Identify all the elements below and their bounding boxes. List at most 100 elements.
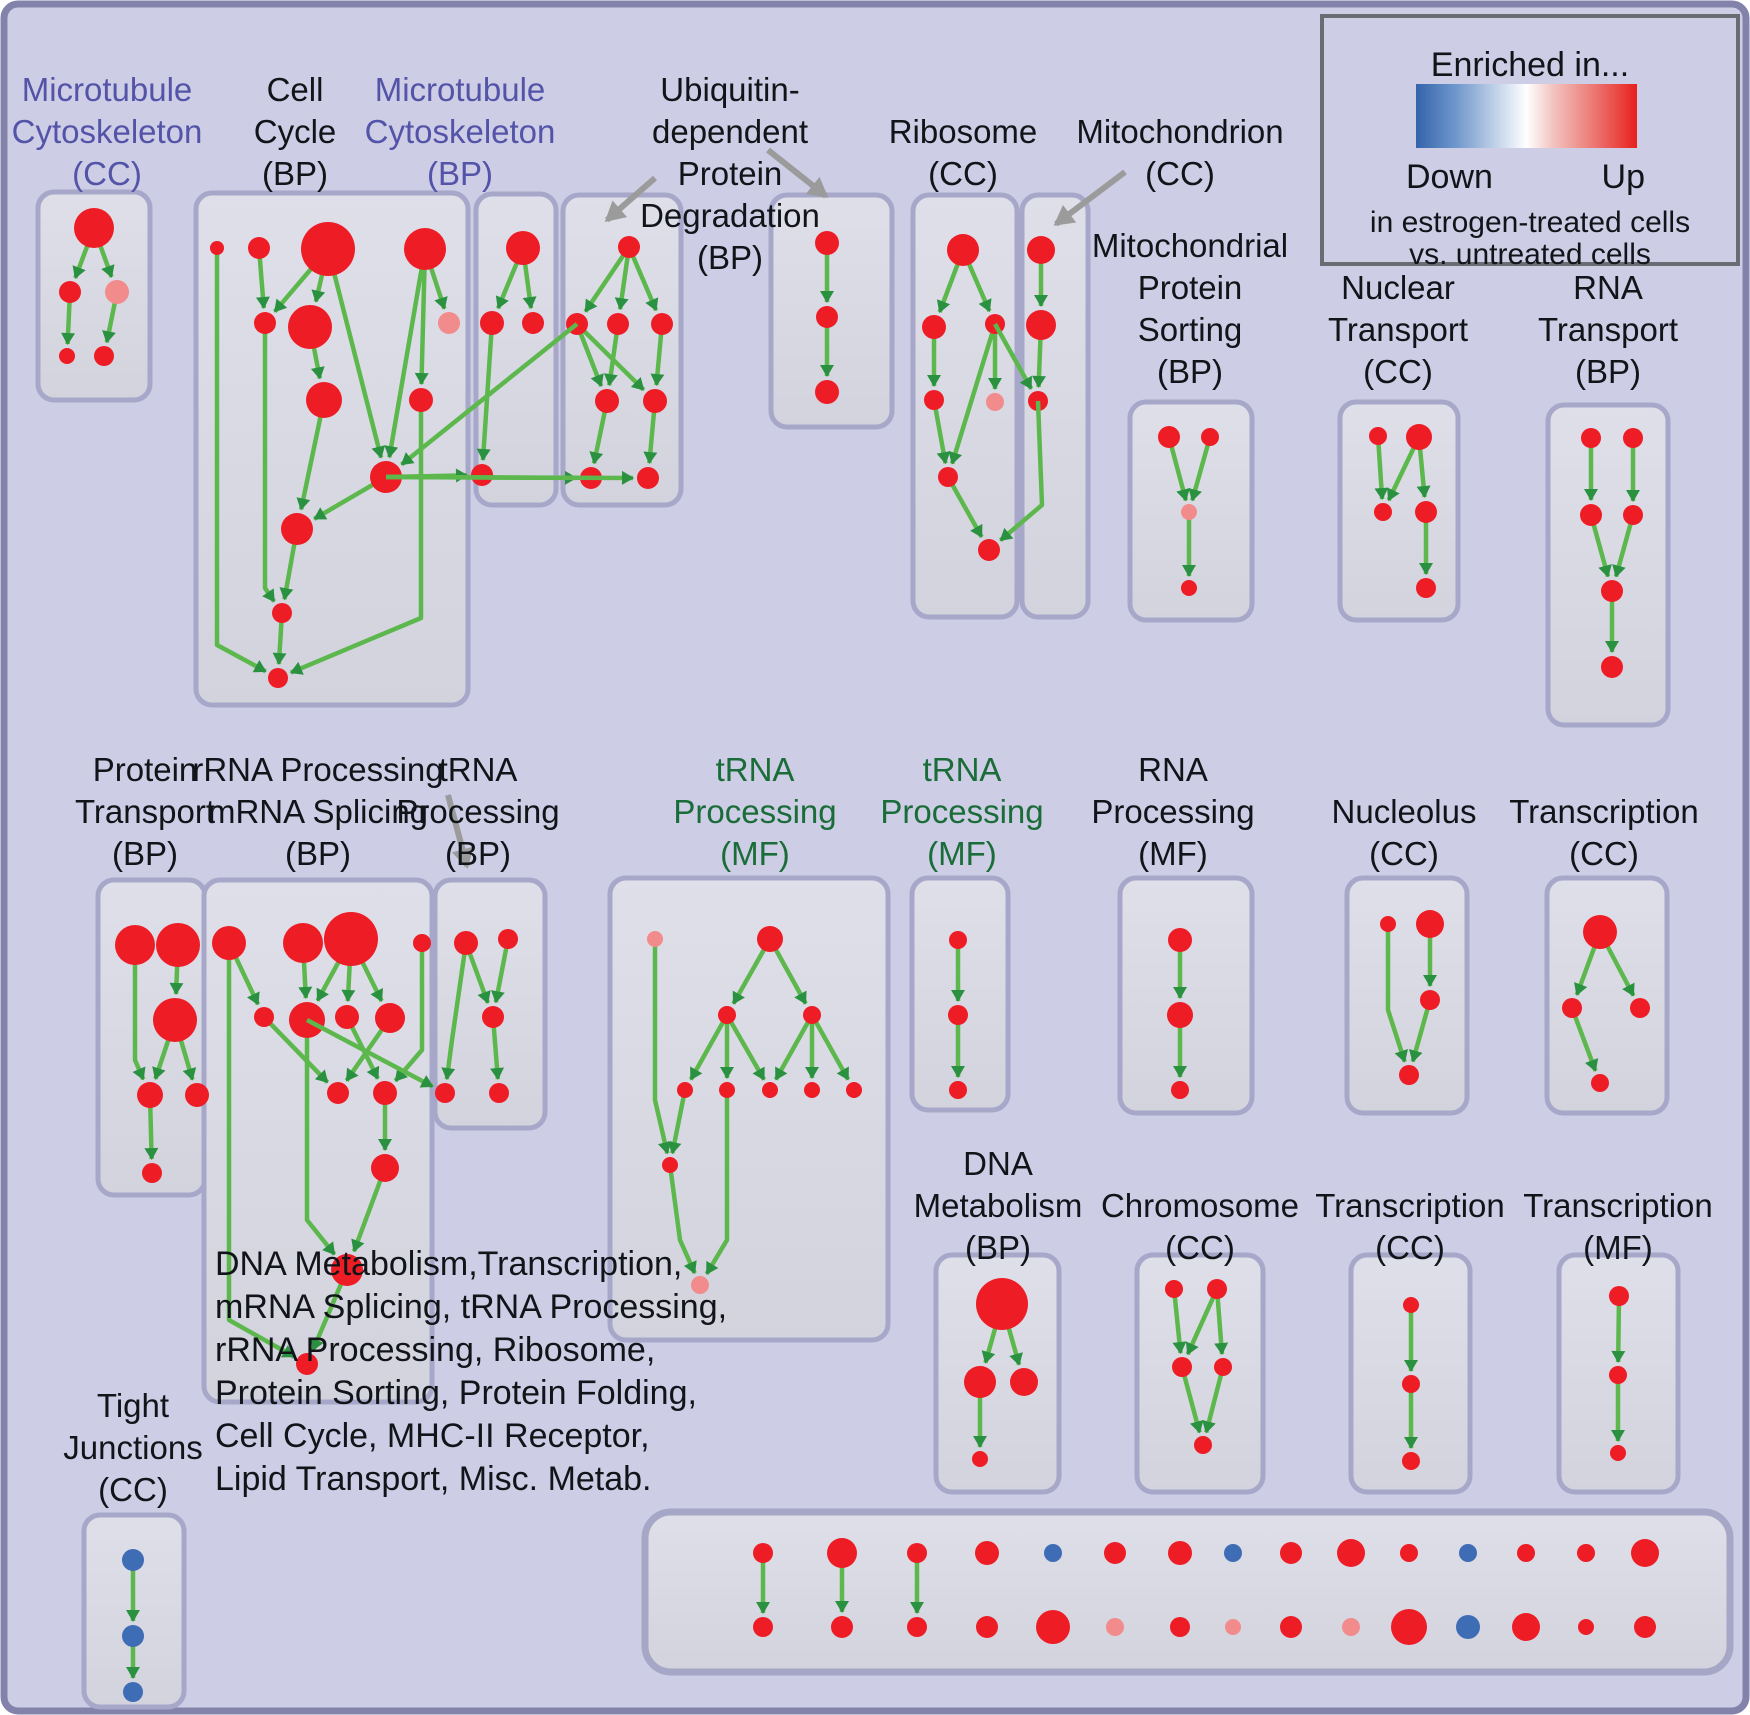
go-term-node: [1403, 1297, 1419, 1313]
go-term-node: [1415, 501, 1437, 523]
label-line: (CC): [98, 1471, 168, 1508]
go-term-node: [74, 208, 114, 248]
label-line: Cytoskeleton: [12, 113, 203, 150]
go-term-node: [1104, 1542, 1126, 1564]
go-term-node: [1623, 428, 1643, 448]
cluster-box-nucleolus-cc: [1344, 875, 1470, 1116]
edge-arrow: [626, 246, 659, 312]
edge-arrow: [384, 248, 428, 459]
label-line: Microtubule: [22, 71, 193, 108]
go-term-node: [254, 1007, 274, 1027]
go-term-node: [331, 1254, 363, 1286]
summary-text-line: rRNA Processing, Ribosome,: [215, 1331, 655, 1369]
mitochondrion-arrow: [1053, 169, 1127, 227]
go-term-node: [1402, 1375, 1420, 1393]
go-term-node: [846, 1082, 862, 1098]
go-term-node: [976, 1616, 998, 1638]
label-transcription-cc: Transcription (CC): [1509, 793, 1699, 872]
go-term-node: [1158, 426, 1180, 448]
label-line: Tight: [97, 1387, 169, 1424]
go-term-node: [438, 312, 460, 334]
go-term-node: [1416, 910, 1444, 938]
label-line: Mitochondrion: [1076, 113, 1283, 150]
edge-arrow: [289, 400, 424, 675]
go-term-node: [1214, 1358, 1232, 1376]
go-term-node: [1165, 1280, 1183, 1298]
go-term-node: [1591, 1074, 1609, 1092]
go-term-node: [972, 1451, 988, 1467]
go-term-node: [1402, 1452, 1420, 1470]
go-term-node: [248, 237, 270, 259]
go-term-node: [327, 1082, 349, 1104]
go-term-node: [59, 348, 75, 364]
label-trna-processing-mf-large: tRNA Processing (MF): [673, 751, 836, 872]
go-term-node: [1630, 998, 1650, 1018]
edge-arrow: [1179, 1366, 1204, 1434]
go-term-node: [1337, 1539, 1365, 1567]
edge-arrow: [1202, 1366, 1226, 1434]
label-ubiquitin-degradation-right: Ubiquitin-dependent Protein Degradation (BP…: [640, 71, 820, 276]
label-line: Protein: [1138, 269, 1243, 306]
summary-text-line: DNA Metabolism,Transcription,: [215, 1245, 682, 1283]
go-term-node: [375, 1003, 405, 1033]
edge-arrow: [214, 248, 267, 674]
edge-arrow: [667, 1089, 688, 1155]
cluster-box-chromosome-cc: [1134, 1252, 1266, 1495]
label-nucleolus-cc: Nucleolus (CC): [1332, 793, 1477, 872]
edge-arrow: [1185, 1288, 1220, 1356]
go-term-node: [815, 231, 839, 255]
label-line: (MF): [720, 835, 790, 872]
go-term-node: [404, 228, 446, 270]
label-line: (BP): [1575, 353, 1641, 390]
label-dna-metabolism-bp: DNA Metabolism (BP): [914, 1145, 1083, 1266]
go-term-node: [268, 668, 288, 688]
go-term-node: [831, 1616, 853, 1638]
label-tight-junctions-cc: Tight Junctions (CC): [63, 1387, 202, 1508]
label-mitochondrial-protein-sorting: Mitochondrial Protein Sorting (BP): [1092, 227, 1288, 390]
label-rrna-processing-mrna-splicing-bp: rRNA Processing mRNA Splicing (BP): [192, 751, 443, 872]
cluster-ubiquitin-degradation-right: [815, 231, 839, 404]
go-term-node: [373, 1081, 397, 1105]
label-transcription-mf: Transcription (MF): [1523, 1187, 1713, 1266]
label-line: (BP): [697, 239, 763, 276]
cluster-box-transcription-cc-2: [1348, 1252, 1473, 1495]
go-term-node: [947, 234, 979, 266]
label-line: (BP): [965, 1229, 1031, 1266]
edge-arrow: [226, 943, 296, 1359]
go-term-node: [142, 1163, 162, 1183]
edge-arrow: [414, 248, 429, 386]
go-term-node: [647, 931, 663, 947]
label-line: (BP): [285, 835, 351, 872]
go-term-node: [283, 923, 323, 963]
go-term-node: [153, 998, 197, 1042]
label-line: (CC): [1569, 835, 1639, 872]
label-line: Degradation: [640, 197, 820, 234]
label-line: tRNA: [716, 751, 795, 788]
go-term-node: [482, 1006, 504, 1028]
label-line: (CC): [1375, 1229, 1445, 1266]
label-line: (BP): [445, 835, 511, 872]
edge-arrow: [931, 399, 951, 465]
go-term-node: [105, 280, 129, 304]
cluster-nuclear-transport-cc: [1369, 424, 1437, 598]
go-term-node: [1459, 1544, 1477, 1562]
label-transcription-cc-2: Transcription (CC): [1315, 1187, 1505, 1266]
go-term-node: [94, 346, 114, 366]
cluster-tight-junctions-cc: [122, 1549, 144, 1702]
cross-cluster-edge-arrow: [993, 322, 1034, 390]
go-term-node: [1027, 236, 1055, 264]
label-line: Processing: [1091, 793, 1254, 830]
go-term-node: [1517, 1544, 1535, 1562]
label-line: (BP): [262, 155, 328, 192]
label-line: (CC): [1145, 155, 1215, 192]
go-term-node: [978, 539, 1000, 561]
label-line: dependent: [652, 113, 808, 150]
go-term-node: [924, 390, 944, 410]
edge-arrow: [441, 942, 469, 1081]
go-term-node: [1601, 656, 1623, 678]
label-line: Transcription: [1523, 1187, 1713, 1224]
go-term-node: [949, 1081, 967, 1099]
go-term-node: [816, 306, 838, 328]
edge-arrow: [1188, 436, 1213, 502]
cluster-microtubule-cytoskeleton-cc: [59, 208, 129, 366]
